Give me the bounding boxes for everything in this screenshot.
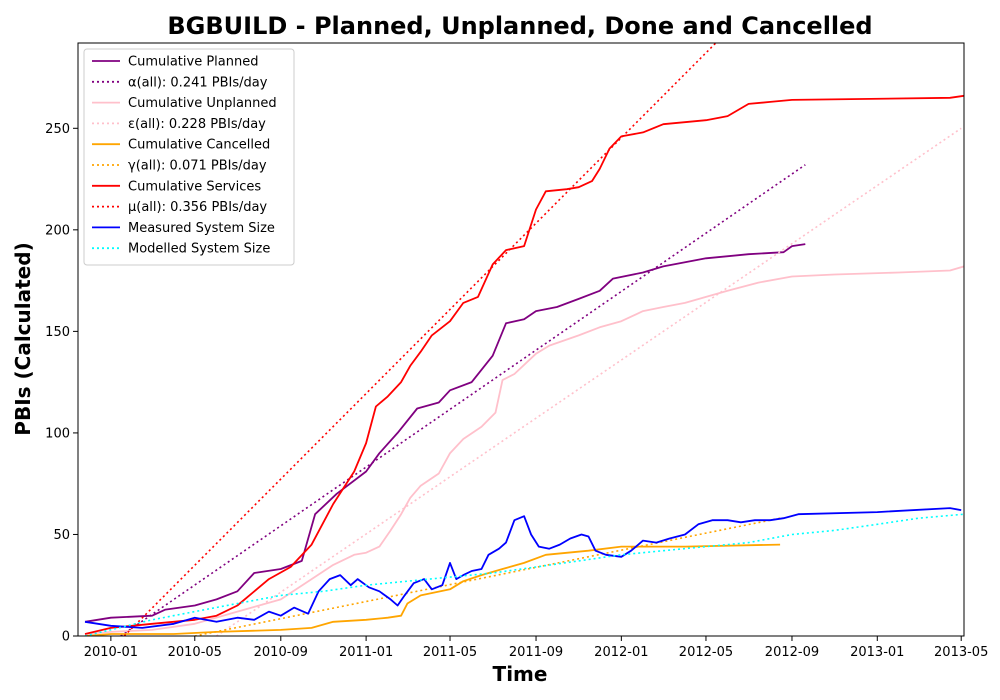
x-tick-label: 2010-01 [84,645,138,660]
x-tick-label: 2013-05 [934,645,988,660]
x-tick-label: 2013-01 [850,645,904,660]
x-tick-label: 2010-09 [254,645,308,660]
series-line-6 [84,94,964,635]
y-tick-label: 200 [45,223,70,238]
legend-entry-label: Modelled System Size [128,242,270,257]
y-tick-label: 0 [62,630,70,645]
series-line-4 [84,543,781,636]
x-tick-label: 2011-01 [339,645,393,660]
legend-entry-label: μ(all): 0.356 PBIs/day [128,200,267,215]
legend-entry-label: ε(all): 0.228 PBIs/day [128,117,266,132]
chart-title: BGBUILD - Planned, Unplanned, Done and C… [167,12,872,40]
series-line-0 [84,243,806,623]
legend-box [83,48,295,266]
x-tick-label: 2011-05 [423,645,477,660]
x-tick-label: 2012-09 [765,645,819,660]
plot-lines [84,43,964,636]
series-line-9 [84,513,964,636]
legend: Cumulative Planned α(all): 0.241 PBIs/day… [83,48,295,266]
x-axis: 2010-01 2010-05 2010-09 2011-01 2011-05 2011-… [84,636,988,660]
legend-entry-label: Cumulative Unplanned [128,96,277,111]
x-tick-label: 2010-05 [168,645,222,660]
series-line-5 [194,517,781,636]
legend-entry-label: Measured System Size [128,221,275,236]
x-tick-label: 2011-09 [509,645,563,660]
x-tick-label: 2012-01 [594,645,648,660]
legend-entry-label: α(all): 0.241 PBIs/day [128,75,268,90]
x-axis-label: Time [493,662,548,686]
y-tick-label: 250 [45,122,70,137]
series-line-2 [84,265,964,635]
series-line-3 [216,127,962,636]
plot-frame [77,42,965,637]
y-tick-label: 150 [45,325,70,340]
legend-entry-label: Cumulative Services [128,179,261,194]
series-line-8 [84,507,962,629]
legend-entry-label: Cumulative Cancelled [128,138,270,153]
legend-entry-label: Cumulative Planned [128,55,258,70]
y-axis: 0 50 100 150 200 250 [45,122,78,645]
x-tick-label: 2012-05 [679,645,733,660]
y-tick-label: 50 [53,528,70,543]
series-line-1 [120,164,806,636]
legend-entry-label: γ(all): 0.071 PBIs/day [128,159,267,174]
y-axis-label: PBIs (Calculated) [11,242,35,435]
y-tick-label: 100 [45,426,70,441]
